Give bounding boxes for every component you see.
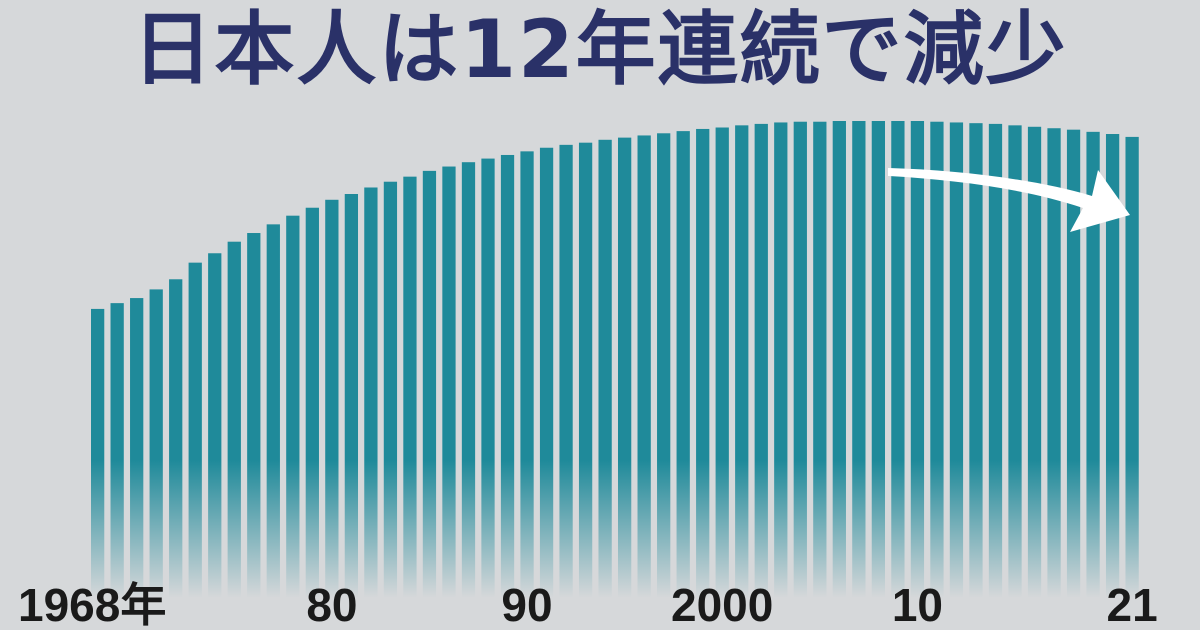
bar-1970 xyxy=(130,298,144,598)
bar-1991 xyxy=(539,147,554,599)
bar-2010 xyxy=(910,121,925,598)
bar-1994 xyxy=(598,139,612,599)
bar-1996 xyxy=(637,135,651,598)
bar-2021 xyxy=(1125,136,1139,598)
bar-1982 xyxy=(364,187,378,599)
bar-2000 xyxy=(715,127,729,598)
bar-2016 xyxy=(1027,126,1042,598)
x-tick-label: 2000 xyxy=(671,579,773,630)
bar-1969 xyxy=(110,303,124,598)
bar-1990 xyxy=(520,151,534,598)
bar-2008 xyxy=(871,121,886,598)
bar-1973 xyxy=(188,262,202,598)
bar-2001 xyxy=(735,125,749,598)
bar-1976 xyxy=(247,233,261,598)
bar-1975 xyxy=(227,241,241,598)
bar-1992 xyxy=(559,144,573,598)
bar-1993 xyxy=(578,142,593,598)
decline-arrow-icon xyxy=(888,168,1130,232)
bar-2017 xyxy=(1047,128,1061,599)
bar-1971 xyxy=(149,289,163,598)
x-tick-label: 90 xyxy=(501,579,552,630)
bar-2005 xyxy=(813,121,827,598)
bar-2002 xyxy=(754,123,768,598)
x-tick-label: 80 xyxy=(306,579,357,630)
bar-2013 xyxy=(969,123,983,599)
bar-1983 xyxy=(383,181,398,598)
x-tick-label: 1968年 xyxy=(18,579,166,630)
bar-2012 xyxy=(949,122,964,598)
bar-1979 xyxy=(305,207,319,599)
bar-2019 xyxy=(1086,131,1100,598)
bar-2006 xyxy=(832,121,846,598)
bar-1968 xyxy=(91,308,105,598)
bar-2009 xyxy=(891,121,905,598)
bar-2014 xyxy=(988,123,1003,598)
bar-2003 xyxy=(774,122,788,598)
bar-1999 xyxy=(696,128,710,598)
bar-1989 xyxy=(500,154,515,598)
bar-1977 xyxy=(266,224,280,598)
bar-1995 xyxy=(618,137,632,598)
bar-1980 xyxy=(325,199,339,598)
bar-1997 xyxy=(657,133,671,599)
bar-1978 xyxy=(286,215,300,598)
bar-1988 xyxy=(481,158,495,598)
bar-2015 xyxy=(1008,125,1022,598)
bar-1984 xyxy=(403,176,417,598)
bars-group xyxy=(91,121,1139,599)
x-tick-label: 10 xyxy=(892,579,943,630)
bar-2018 xyxy=(1066,129,1081,599)
bar-2007 xyxy=(852,121,866,598)
bar-2020 xyxy=(1105,134,1120,598)
x-tick-label: 21 xyxy=(1107,579,1158,630)
bar-1987 xyxy=(461,162,476,598)
bar-1986 xyxy=(442,166,456,598)
chart-title: 日本人は12年連続で減少 xyxy=(132,3,1068,96)
bar-1974 xyxy=(208,253,222,598)
bar-1972 xyxy=(169,279,183,598)
bar-2011 xyxy=(930,121,944,598)
x-axis-ticks: 1968年 80 90 2000 10 21 xyxy=(18,579,1158,630)
bar-2004 xyxy=(793,121,807,598)
bar-1998 xyxy=(676,131,690,598)
bar-1985 xyxy=(422,170,437,598)
bar-1981 xyxy=(344,194,359,598)
